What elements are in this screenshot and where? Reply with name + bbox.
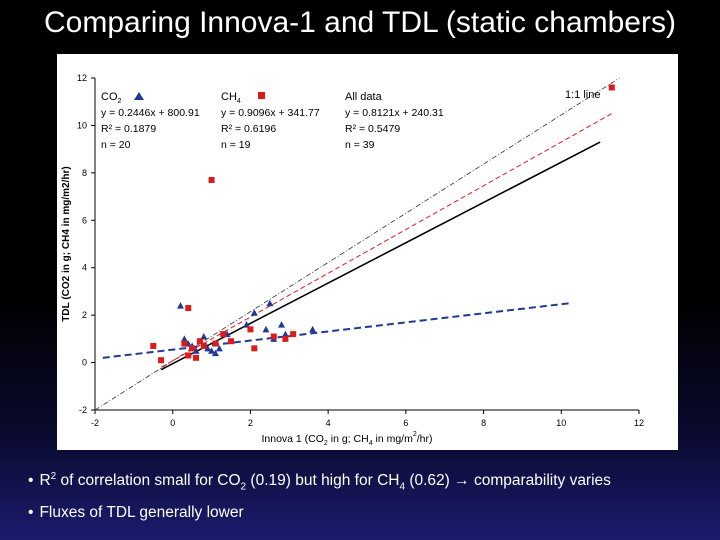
ch4-data-point [212,340,219,347]
ch4-legend-marker [258,92,265,99]
bullet-fluxes-lower: • Fluxes of TDL generally lower [28,504,244,522]
co2-data-point [211,349,219,357]
co2-data-point [192,347,200,354]
ch4-data-point [282,335,289,342]
co2-data-point [243,321,251,328]
ch4-data-point [181,340,188,347]
ch4-data-point [247,326,254,333]
ch4-data-point [228,338,234,345]
co2-data-point [250,309,258,316]
ch4-data-point [185,352,192,359]
co2-data-point [208,347,216,354]
co2-data-point [200,332,208,340]
ch4-data-point [220,331,227,338]
co2-data-point [215,344,223,352]
y-tick-label: 10 [77,120,87,130]
one-to-one-line-label: 1:1 line [565,89,600,101]
y-tick-label: 6 [82,215,87,225]
co2-data-point [278,321,286,328]
y-tick-label: 12 [77,73,87,83]
ch4-n-count: n = 19 [221,139,251,151]
x-tick-label: 8 [481,418,486,428]
ch4-data-point [189,345,196,352]
y-tick-label: 8 [82,168,87,178]
right-arrow-icon: → [454,472,470,490]
x-tick-label: 10 [556,418,566,428]
all-data-r2-value: R² = 0.5479 [345,123,400,135]
bullet-dot: • [28,472,34,490]
all-data-n-count: n = 39 [345,139,375,151]
ch4-r2-value: R² = 0.6196 [221,123,276,135]
y-tick-label: 4 [82,263,87,273]
x-tick-label: 0 [170,418,175,428]
one-to-one-reference-line [94,77,620,411]
y-tick-label: 2 [82,310,87,320]
ch4-fit-line [160,113,613,368]
ch4-data-point [185,305,192,312]
scatter-chart: -2 0 2 4 6 8 10 12 -2 0 2 4 6 8 10 12 CO2 y = 0.2446x + 8… [57,54,678,450]
bullet-list: • R2 of correlation small for CO2 (0.19) … [28,464,718,526]
co2-data-point [262,325,270,333]
ch4-data-point [196,338,203,345]
co2-legend-label: CO2 [101,91,122,105]
x-tick-label: 6 [403,418,408,428]
ch4-legend-label: CH4 [221,91,241,105]
co2-r2-value: R² = 0.1879 [101,123,156,135]
co2-data-point [180,335,188,342]
co2-legend-marker [134,92,144,100]
co2-data-point [266,299,274,307]
y-tick-label: 0 [82,358,87,368]
x-tick-label: -2 [91,418,99,428]
x-tick-label: 12 [634,418,644,428]
ch4-data-point [158,357,165,364]
co2-data-point [176,302,184,309]
slide-title: Comparing Innova-1 and TDL (static chamb… [44,6,676,39]
bullet-r2-correlation: • R2 of correlation small for CO2 (0.19) … [28,471,611,493]
bullet-dot: • [28,504,34,522]
co2-data-point [281,330,289,338]
co2-data-point [204,344,212,352]
ch4-data-point [200,342,207,349]
scatter-chart-svg: -2 0 2 4 6 8 10 12 -2 0 2 4 6 8 10 12 CO2 y = 0.2446x + 8… [61,73,644,447]
x-tick-label: 4 [326,418,331,428]
co2-n-count: n = 20 [101,139,131,151]
all-data-legend-label: All data [345,91,383,103]
co2-fit-line [102,302,570,359]
x-axis-label: Innova 1 (CO2 in g; CH4 in mg/m2/hr) [261,431,432,447]
all-data-fit-equation: y = 0.8121x + 240.31 [345,107,444,119]
all-data-fit-line [160,141,601,371]
co2-fit-equation: y = 0.2446x + 800.91 [101,107,200,119]
x-tick-label: 2 [248,418,253,428]
ch4-data-point [608,84,615,91]
y-tick-label: -2 [79,405,87,415]
ch4-data-point [251,345,258,352]
ch4-data-point [270,333,277,340]
co2-data-point [309,325,317,333]
y-axis-label: TDL (CO2 in g; CH4 in mg/m2/hr) [61,166,72,321]
ch4-data-point [150,342,157,349]
ch4-data-point [193,354,200,361]
ch4-data-point [290,331,297,338]
ch4-fit-equation: y = 0.9096x + 341.77 [221,107,320,119]
ch4-data-point [208,176,215,183]
